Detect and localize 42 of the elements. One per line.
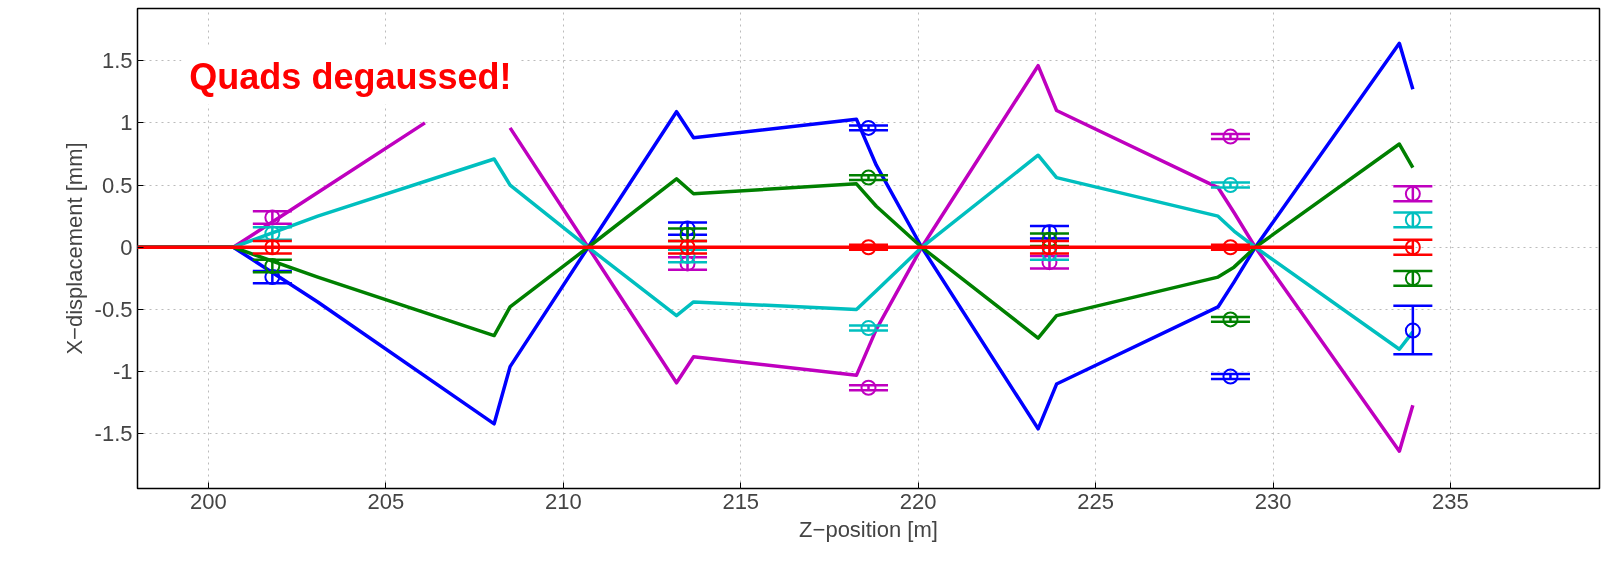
x-tick-label: 205 (367, 488, 405, 514)
point (1222, 311, 1239, 328)
point (1222, 239, 1239, 256)
y-tick-label: 1.5 (101, 48, 133, 74)
point (1404, 322, 1421, 339)
point (1222, 368, 1239, 385)
y-tick-label: -0.5 (94, 296, 133, 322)
point (1404, 185, 1421, 202)
y-tick-label: -1 (112, 359, 133, 385)
point (264, 257, 281, 274)
x-tick-label: 200 (190, 488, 227, 514)
y-tick-label: 1 (120, 110, 133, 136)
point (679, 220, 696, 237)
point (1222, 177, 1239, 194)
point (860, 119, 877, 136)
point (679, 226, 696, 243)
point (860, 379, 877, 396)
x-tick-label: 225 (1077, 488, 1114, 514)
y-tick-label: -1.5 (94, 421, 133, 447)
point (1041, 239, 1058, 256)
x-axis-title: Z−position [m] (799, 516, 938, 542)
point (679, 255, 696, 272)
y-tick-label: 0.5 (101, 172, 133, 198)
point (1404, 211, 1421, 228)
point (679, 239, 696, 256)
point (860, 169, 877, 186)
y-tick-label: 0 (120, 234, 133, 260)
annotation: Quads degaussed! (189, 55, 512, 97)
x-tick-label: 230 (1254, 488, 1292, 514)
point (860, 239, 877, 256)
point (1404, 270, 1421, 287)
point (860, 320, 877, 337)
point (264, 239, 281, 256)
point (1041, 224, 1058, 241)
x-tick-label: 210 (544, 488, 582, 514)
point (1222, 128, 1239, 145)
x-tick-label: 235 (1432, 488, 1469, 514)
point (264, 209, 281, 226)
x-tick-label: 220 (899, 488, 937, 514)
y-axis-title: X−displacement [mm] (61, 142, 87, 355)
x-tick-label: 215 (722, 488, 760, 514)
point (1404, 239, 1421, 256)
